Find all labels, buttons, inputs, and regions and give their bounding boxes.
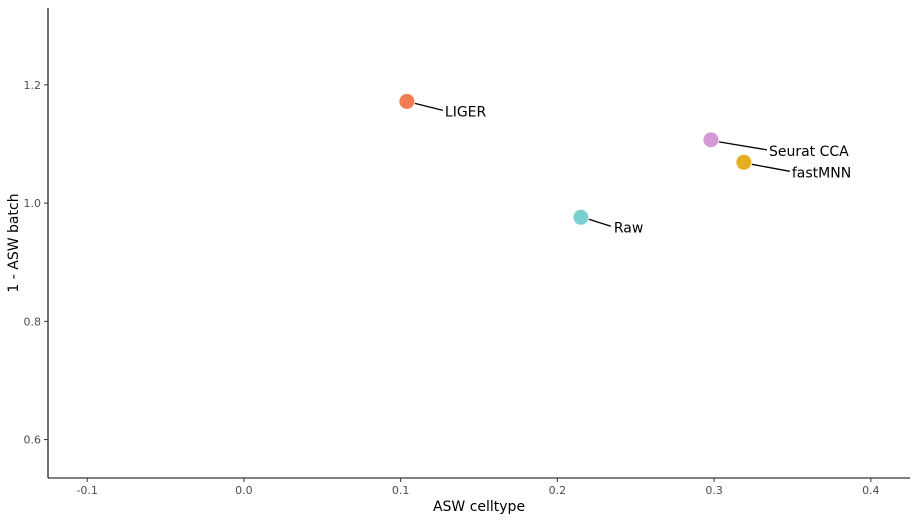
connector-raw <box>588 218 612 227</box>
label-raw: Raw <box>614 220 643 236</box>
axes <box>47 8 910 479</box>
y-tick-label: 1.2 <box>24 79 42 92</box>
data-points <box>399 93 752 225</box>
y-tick-label: 0.6 <box>24 434 42 447</box>
ticks: -0.1 0.0 0.1 0.2 0.3 0.4 0.6 0.8 1.0 1.2 <box>24 79 880 497</box>
connector-liger <box>414 102 444 112</box>
x-tick-label: 0.1 <box>392 484 410 497</box>
x-tick-label: -0.1 <box>76 484 97 497</box>
y-tick-label: 0.8 <box>24 315 42 328</box>
x-axis-title: ASW celltype <box>433 499 525 515</box>
point-labels: LIGER Seurat CCA fastMNN Raw <box>445 104 851 236</box>
label-fastmnn: fastMNN <box>792 165 851 181</box>
y-tick-label: 1.0 <box>24 197 42 210</box>
x-tick-label: 0.3 <box>705 484 723 497</box>
connector-fastmnn <box>751 163 790 172</box>
label-connectors <box>414 102 790 227</box>
point-fastmnn <box>736 154 752 170</box>
point-seurat-cca <box>703 132 719 148</box>
label-liger: LIGER <box>445 104 487 120</box>
x-tick-label: 0.4 <box>862 484 880 497</box>
label-seurat-cca: Seurat CCA <box>769 144 849 160</box>
point-raw <box>573 209 589 225</box>
x-tick-label: 0.0 <box>235 484 253 497</box>
y-axis-title: 1 - ASW batch <box>6 193 22 292</box>
x-tick-label: 0.2 <box>549 484 567 497</box>
connector-seurat-cca <box>718 141 768 151</box>
point-liger <box>399 93 415 109</box>
